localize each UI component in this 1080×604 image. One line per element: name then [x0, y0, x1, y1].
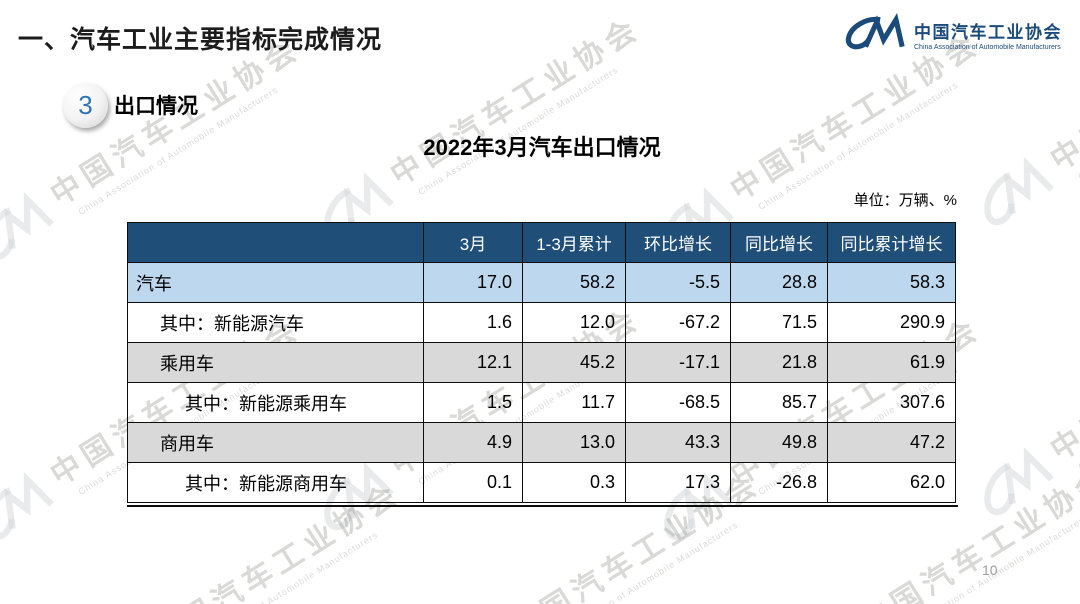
- value-cell: 62.0: [827, 462, 956, 503]
- table-row: 乘用车 12.1 45.2 -17.1 21.8 61.9: [127, 342, 956, 383]
- table-header-cell: 同比累计增长: [827, 222, 956, 263]
- table-row: 其中：新能源乘用车 1.5 11.7 -68.5 85.7 307.6: [127, 382, 956, 423]
- watermark-text-en: China Association of Automobile Manufact…: [1076, 50, 1080, 182]
- row-label-cell: 乘用车: [127, 342, 424, 383]
- value-cell: 85.7: [730, 382, 828, 423]
- watermark-text-en: China Association of Automobile Manufact…: [886, 512, 1080, 604]
- row-label-cell: 其中：新能源商用车: [127, 462, 424, 503]
- value-cell: 61.9: [827, 342, 956, 383]
- table-bottom-rule: [127, 505, 958, 507]
- watermark-text-cn: 中国汽车工业协会: [1044, 286, 1080, 468]
- value-cell: 17.3: [625, 462, 731, 503]
- caam-logo-mark-icon: [843, 12, 905, 57]
- value-cell: -5.5: [625, 262, 731, 303]
- value-cell: 290.9: [827, 302, 956, 343]
- row-label-cell: 其中：新能源汽车: [127, 302, 424, 343]
- watermark-text-en: China Association of Automobile Manufact…: [536, 519, 740, 604]
- value-cell: -17.1: [625, 342, 731, 383]
- export-table: 3月 1-3月累计 环比增长 同比增长 同比累计增长 汽车 17.0 58.2 -5.5 28.8…: [127, 222, 956, 503]
- subsection-number: 3: [78, 90, 93, 120]
- unit-label: 单位：万辆、%: [853, 192, 957, 209]
- row-label-cell: 汽车: [127, 262, 424, 303]
- watermark-text-en: China Association of Automobile Manufact…: [416, 64, 620, 197]
- caam-logo: 中国汽车工业协会 China Association of Automobile…: [843, 12, 1062, 57]
- row-label-cell: 商用车: [127, 422, 424, 463]
- value-cell: 21.8: [730, 342, 828, 383]
- watermark-cm-icon: [0, 187, 60, 272]
- value-cell: 43.3: [625, 422, 731, 463]
- value-cell: 71.5: [730, 302, 828, 343]
- table-header-cell: 环比增长: [625, 222, 731, 263]
- value-cell: 0.3: [522, 462, 626, 503]
- table-row: 其中：新能源汽车 1.6 12.0 -67.2 71.5 290.9: [127, 302, 956, 343]
- section-title: 一、汽车工业主要指标完成情况: [18, 26, 383, 54]
- value-cell: 17.0: [423, 262, 523, 303]
- value-cell: 28.8: [730, 262, 828, 303]
- table-header-cell: 1-3月累计: [522, 222, 626, 263]
- caam-logo-name-cn: 中国汽车工业协会: [914, 23, 1062, 42]
- value-cell: -67.2: [625, 302, 731, 343]
- watermark-cm-icon: [967, 152, 1060, 237]
- table-title: 2022年3月汽车出口情况: [423, 135, 661, 160]
- value-cell: 49.8: [730, 422, 828, 463]
- value-cell: 1.5: [423, 382, 523, 423]
- subsection-number-badge: 3: [63, 83, 108, 128]
- value-cell: 1.6: [423, 302, 523, 343]
- value-cell: 307.6: [827, 382, 956, 423]
- value-cell: 13.0: [522, 422, 626, 463]
- watermark-text-en: China Association of Automobile Manufact…: [1076, 340, 1080, 472]
- value-cell: 47.2: [827, 422, 956, 463]
- value-cell: 12.0: [522, 302, 626, 343]
- value-cell: 58.2: [522, 262, 626, 303]
- table-header-cell: 3月: [423, 222, 523, 263]
- watermark-cm-icon: [967, 442, 1060, 527]
- table-row: 其中：新能源商用车 0.1 0.3 17.3 -26.8 62.0: [127, 462, 956, 503]
- table-header-cell: 同比增长: [730, 222, 828, 263]
- table-header-cell: [127, 222, 424, 263]
- page-number: 10: [982, 562, 998, 578]
- table-row: 汽车 17.0 58.2 -5.5 28.8 58.3: [127, 262, 956, 303]
- watermark-cm-icon: [0, 467, 60, 552]
- caam-logo-name-en: China Association of Automobile Manufact…: [914, 44, 1061, 51]
- value-cell: -26.8: [730, 462, 828, 503]
- table-row: 商用车 4.9 13.0 43.3 49.8 47.2: [127, 422, 956, 463]
- value-cell: 0.1: [423, 462, 523, 503]
- table-header-row: 3月 1-3月累计 环比增长 同比增长 同比累计增长: [127, 222, 956, 263]
- value-cell: -68.5: [625, 382, 731, 423]
- row-label-cell: 其中：新能源乘用车: [127, 382, 424, 423]
- value-cell: 4.9: [423, 422, 523, 463]
- value-cell: 58.3: [827, 262, 956, 303]
- value-cell: 12.1: [423, 342, 523, 383]
- value-cell: 11.7: [522, 382, 626, 423]
- watermark-text-cn: 中国汽车工业协会: [384, 11, 647, 193]
- value-cell: 45.2: [522, 342, 626, 383]
- caam-logo-text: 中国汽车工业协会 China Association of Automobile…: [914, 18, 1062, 51]
- subsection-title: 出口情况: [114, 95, 198, 118]
- watermark-text-en: China Association of Automobile Manufact…: [176, 529, 380, 604]
